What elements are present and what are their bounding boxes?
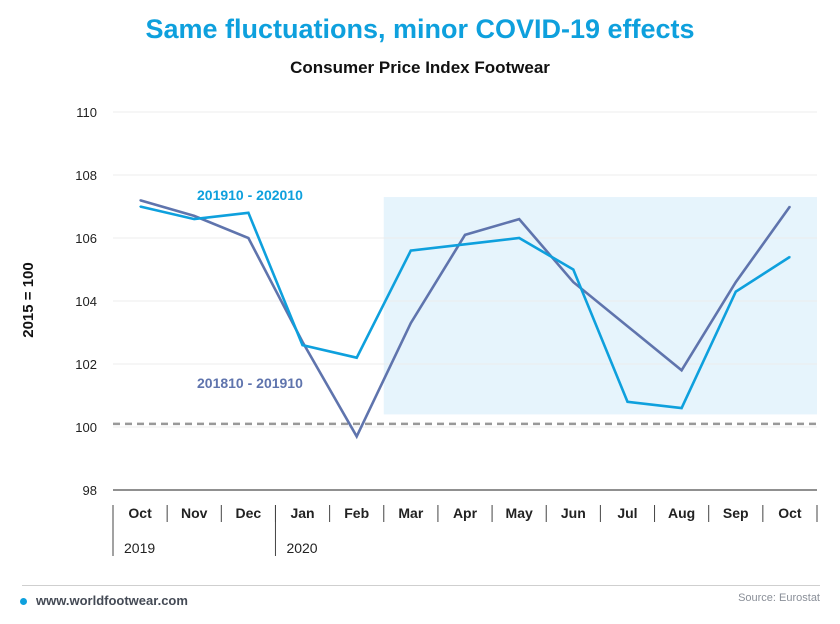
footer-divider	[22, 585, 820, 586]
data-point	[789, 256, 791, 258]
x-tick-label: Jun	[561, 505, 586, 521]
chart-title: Same fluctuations, minor COVID-19 effect…	[145, 14, 695, 44]
data-point	[193, 215, 196, 217]
series-label-1: 201910 - 202010	[197, 187, 303, 203]
data-point	[464, 234, 466, 236]
x-tick-label: Jul	[617, 505, 637, 521]
x-tick-label: Nov	[181, 505, 208, 521]
bullet-icon	[20, 598, 27, 605]
y-tick-label: 106	[75, 231, 97, 246]
y-axis-label: 2015 = 100	[20, 262, 37, 338]
y-tick-label: 108	[75, 168, 97, 183]
data-point	[410, 249, 412, 252]
y-tick-label: 102	[75, 357, 97, 372]
data-point	[247, 212, 250, 214]
line-chart: 98 100 102 104 106 108 110 Oct Nov Dec Jan Feb Mar A…	[20, 105, 818, 556]
x-tick-label: Sep	[723, 505, 749, 521]
data-point	[572, 281, 575, 283]
data-point	[626, 325, 629, 328]
data-point	[139, 199, 141, 201]
x-tick-label: Jan	[290, 505, 314, 521]
data-point	[680, 407, 683, 409]
data-point	[139, 205, 141, 208]
source-note: Source: Eurostat	[738, 592, 820, 604]
y-tick-label: 100	[75, 420, 97, 435]
x-tick-label: Dec	[236, 505, 262, 521]
y-tick-label: 110	[76, 105, 97, 120]
footer-website: www.worldfootwear.com	[36, 593, 188, 608]
data-point	[734, 281, 737, 283]
x-tick-label: Mar	[398, 505, 423, 521]
data-point	[355, 435, 358, 438]
x-tick-label: Oct	[128, 505, 152, 521]
data-point	[247, 237, 250, 239]
data-point	[464, 243, 466, 246]
year-label: 2020	[286, 540, 317, 556]
data-point	[734, 290, 737, 293]
y-tick-label: 104	[75, 294, 97, 309]
data-point	[789, 205, 791, 208]
x-tick-label: Aug	[668, 505, 695, 521]
chart-subtitle: Consumer Price Index Footwear	[290, 58, 550, 77]
series-label-2: 201810 - 201910	[197, 375, 303, 391]
data-point	[572, 268, 575, 271]
y-tick-label: 98	[83, 483, 97, 498]
x-tick-label: Apr	[453, 505, 478, 521]
x-tick-label: Feb	[344, 505, 369, 521]
data-point	[518, 237, 520, 239]
data-point	[193, 218, 196, 220]
data-point	[680, 369, 683, 372]
year-label: 2019	[124, 540, 155, 556]
data-point	[518, 218, 520, 220]
data-point	[626, 401, 629, 403]
data-point	[301, 344, 304, 346]
data-point	[410, 322, 412, 324]
x-tick-label: May	[506, 505, 533, 521]
data-point	[355, 356, 358, 359]
x-tick-label: Oct	[778, 505, 802, 521]
